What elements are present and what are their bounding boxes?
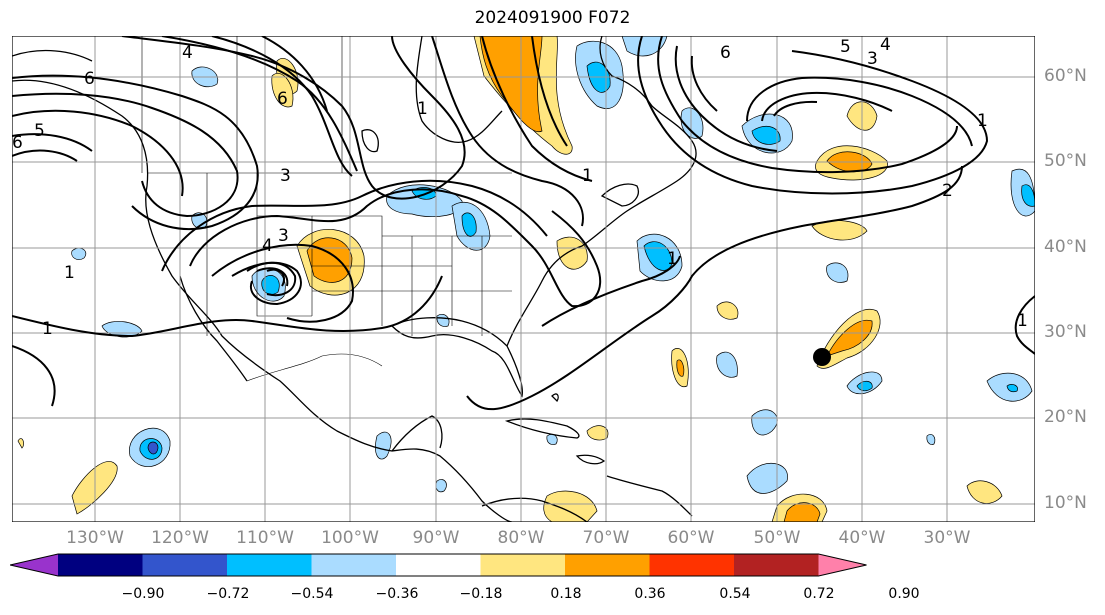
lon-tick-30w: 30°W: [923, 528, 971, 548]
contour-label: 1: [64, 263, 75, 283]
contour-label: 3: [867, 49, 878, 69]
colorbar-segment: [649, 554, 735, 576]
contour-label: 2: [942, 181, 953, 201]
colorbar-segment: [227, 554, 312, 576]
lon-tick-120w: 120°W: [151, 528, 209, 548]
contour-label: 4: [182, 43, 193, 63]
contour-label: 1: [417, 99, 428, 119]
contour-label: 6: [12, 133, 23, 153]
contour-label: 1: [42, 319, 53, 339]
colorbar-segment: [396, 554, 481, 576]
lon-tick-90w: 90°W: [412, 528, 460, 548]
lon-tick-50w: 50°W: [753, 528, 801, 548]
colorbar-outline: [10, 553, 867, 577]
lat-tick-60n: 60°N: [1044, 66, 1087, 86]
colorbar-segment: [480, 554, 566, 576]
gridlines: [12, 36, 1035, 522]
contour-label: 4: [880, 36, 891, 55]
coastlines: [12, 36, 697, 522]
colorbar-label: 0.54: [719, 586, 751, 602]
contour-label: 3: [280, 166, 291, 186]
contour-label: 1: [1017, 311, 1028, 331]
colorbar-segment: [311, 554, 397, 576]
contour-label: 1: [977, 111, 988, 131]
lon-tick-100w: 100°W: [321, 528, 379, 548]
lat-tick-10n: 10°N: [1044, 493, 1087, 513]
weather-map: 6 4 6 3 4 3 1 1 1 1 6 5 3 4 1 2 1 5 6 1: [12, 36, 1035, 522]
contour-label: 6: [84, 69, 95, 89]
colorbar-segment: [565, 554, 650, 576]
lon-tick-110w: 110°W: [236, 528, 294, 548]
colorbar-label: 0.18: [550, 586, 582, 602]
lat-tick-30n: 30°N: [1044, 322, 1087, 342]
lon-tick-60w: 60°W: [667, 528, 715, 548]
colorbar: [10, 553, 867, 577]
contour-label: 1: [667, 249, 678, 269]
colorbar-label: −0.36: [375, 586, 419, 602]
contour-label: 4: [262, 236, 273, 256]
map-title: 2024091900 F072: [474, 8, 631, 28]
colorbar-label: 0.72: [803, 586, 835, 602]
colorbar-segment: [142, 554, 228, 576]
lat-tick-50n: 50°N: [1044, 151, 1087, 171]
colorbar-extend-low: [10, 554, 58, 576]
lon-tick-40w: 40°W: [838, 528, 886, 548]
contour-label: 6: [720, 43, 731, 63]
lat-tick-20n: 20°N: [1044, 407, 1087, 427]
contour-label: 6: [277, 89, 288, 109]
lon-tick-70w: 70°W: [582, 528, 630, 548]
lon-tick-130w: 130°W: [66, 528, 124, 548]
lat-tick-40n: 40°N: [1044, 237, 1087, 257]
colorbar-label: −0.18: [459, 586, 503, 602]
colorbar-extend-high: [818, 554, 867, 576]
colorbar-label: −0.72: [206, 586, 250, 602]
colorbar-label: 0.36: [634, 586, 666, 602]
contour-label: 1: [582, 166, 593, 186]
colorbar-label: 0.90: [888, 586, 920, 602]
contour-label: 5: [840, 37, 851, 57]
colorbar-segment: [734, 554, 819, 576]
contour-lines: [12, 36, 1035, 411]
contour-labels: 6 4 6 3 4 3 1 1 1 1 6 5 3 4 1 2 1 5 6 1: [12, 36, 1028, 339]
lon-tick-80w: 80°W: [497, 528, 545, 548]
colorbar-label: −0.54: [290, 586, 334, 602]
contour-label: 5: [34, 121, 45, 141]
colorbar-label: −0.90: [121, 586, 165, 602]
contour-label: 3: [278, 226, 289, 246]
colorbar-segment: [58, 554, 143, 576]
storm-position-marker: [813, 348, 831, 366]
